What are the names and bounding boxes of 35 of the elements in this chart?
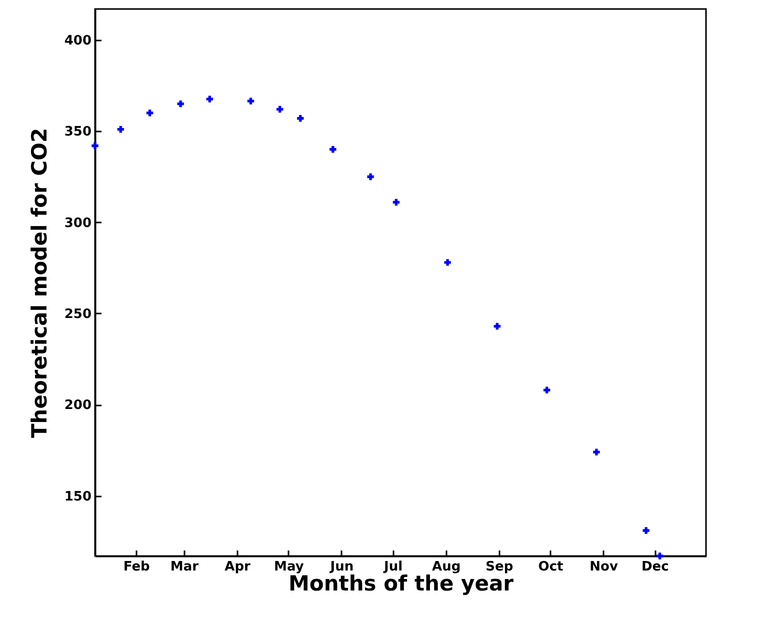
x-tick-label: Sep: [486, 560, 514, 574]
y-tick-label: 300: [64, 216, 92, 231]
x-tick-label: Dec: [641, 560, 669, 574]
point: [656, 552, 664, 560]
x-tick-label: Apr: [224, 560, 252, 574]
x-tick-label: Aug: [432, 560, 461, 574]
point: [276, 106, 284, 113]
y-tick-label: 200: [64, 398, 92, 414]
point: [177, 100, 184, 108]
y-tick-label: 150: [64, 489, 92, 504]
y-tick-label: 250: [64, 306, 92, 322]
x-tick-label: Jul: [383, 560, 403, 574]
point: [206, 96, 214, 102]
y-tick-label: 350: [64, 124, 92, 140]
x-tick-label: Jun: [329, 560, 354, 574]
point: [297, 115, 304, 122]
point: [117, 126, 124, 133]
point: [543, 386, 550, 394]
point: [247, 98, 254, 104]
x-tick-label: May: [274, 560, 304, 574]
point: [494, 322, 501, 330]
point: [593, 448, 600, 456]
y-axis-title: Theoretical model for CO2: [27, 128, 52, 438]
x-tick-label: Mar: [170, 560, 200, 574]
x-tick-label: Feb: [123, 560, 150, 574]
point: [92, 142, 98, 150]
x-tick-label: Oct: [538, 560, 564, 574]
point: [642, 527, 650, 534]
y-tick-label: 400: [64, 33, 92, 48]
x-tick-label: Nov: [590, 560, 618, 574]
point: [146, 110, 154, 116]
point: [330, 146, 336, 153]
point: [367, 173, 374, 180]
point: [392, 198, 400, 206]
point: [444, 259, 451, 266]
